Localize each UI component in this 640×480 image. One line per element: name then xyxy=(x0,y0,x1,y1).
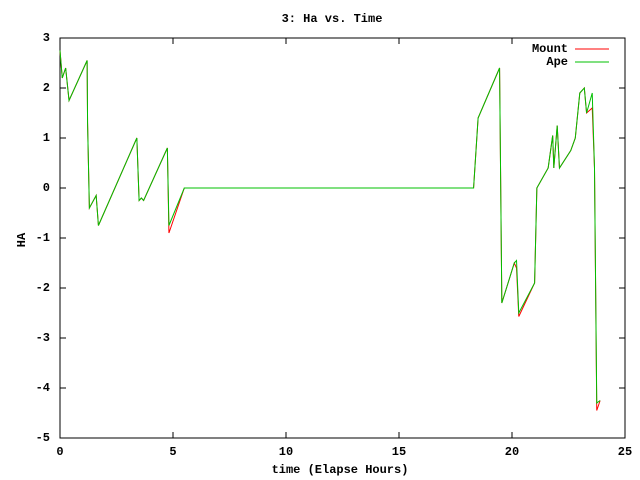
x-tick-label: 0 xyxy=(56,445,63,459)
y-tick-label: -3 xyxy=(36,331,50,345)
series-line xyxy=(59,50,601,404)
legend-label: Ape xyxy=(546,55,568,69)
y-tick-label: -5 xyxy=(36,431,50,445)
x-tick-label: 25 xyxy=(618,445,632,459)
x-tick-label: 15 xyxy=(392,445,406,459)
y-tick-label: -4 xyxy=(36,381,50,395)
y-tick-label: 1 xyxy=(43,131,50,145)
x-tick-label: 10 xyxy=(279,445,293,459)
chart-title: 3: Ha vs. Time xyxy=(282,12,383,26)
plot-frame xyxy=(59,37,626,439)
x-axis-label: time (Elapse Hours) xyxy=(272,463,409,477)
y-tick-label: 2 xyxy=(43,81,50,95)
y-tick-label: -2 xyxy=(36,281,50,295)
y-tick-label: 3 xyxy=(43,31,50,45)
x-tick-label: 20 xyxy=(505,445,519,459)
legend-label: Mount xyxy=(532,42,568,56)
y-axis-label: HA xyxy=(15,232,29,247)
y-tick-label: 0 xyxy=(43,181,50,195)
x-tick-label: 5 xyxy=(169,445,176,459)
y-tick-label: -1 xyxy=(36,231,50,245)
